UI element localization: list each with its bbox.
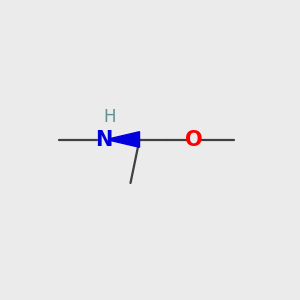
Text: O: O [185, 130, 202, 149]
Text: N: N [95, 130, 112, 149]
Text: H: H [104, 108, 116, 126]
Polygon shape [110, 132, 140, 147]
